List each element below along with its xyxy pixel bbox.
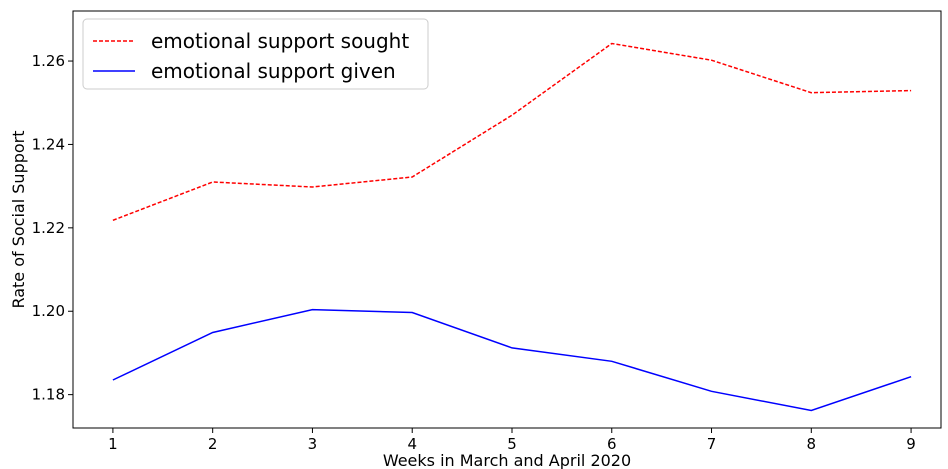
x-tick-label: 8	[807, 435, 817, 453]
x-tick-label: 5	[507, 435, 517, 453]
x-tick-label: 7	[707, 435, 717, 453]
x-tick-label: 9	[906, 435, 916, 453]
legend: emotional support sought emotional suppor…	[82, 18, 429, 90]
legend-label: emotional support given	[151, 59, 396, 83]
x-axis: 1 2 3 4 5 6 7 8 9	[108, 428, 916, 453]
y-axis-label: Rate of Social Support	[9, 130, 28, 308]
x-tick-label: 3	[308, 435, 318, 453]
x-tick-label: 1	[108, 435, 118, 453]
y-tick-label: 1.18	[32, 386, 65, 404]
x-tick-label: 6	[607, 435, 617, 453]
x-tick-label: 4	[407, 435, 417, 453]
series-line-given	[112, 308, 912, 412]
y-tick-label: 1.26	[32, 52, 65, 70]
plot-area: 1 2 3 4 5 6 7 8 9 1.18 1.20 1.22 1.24 1.26	[32, 10, 942, 453]
legend-box	[82, 18, 429, 90]
x-axis-label: Weeks in March and April 2020	[383, 451, 631, 469]
y-axis: 1.18 1.20 1.22 1.24 1.26	[32, 52, 73, 404]
series-layer	[112, 42, 912, 412]
y-tick-label: 1.22	[32, 219, 65, 237]
x-tick-label: 2	[208, 435, 218, 453]
plot-frame	[72, 10, 942, 429]
series-line-sought	[112, 42, 912, 222]
y-tick-label: 1.24	[32, 135, 65, 153]
legend-label: emotional support sought	[151, 29, 409, 53]
y-tick-label: 1.20	[32, 302, 65, 320]
